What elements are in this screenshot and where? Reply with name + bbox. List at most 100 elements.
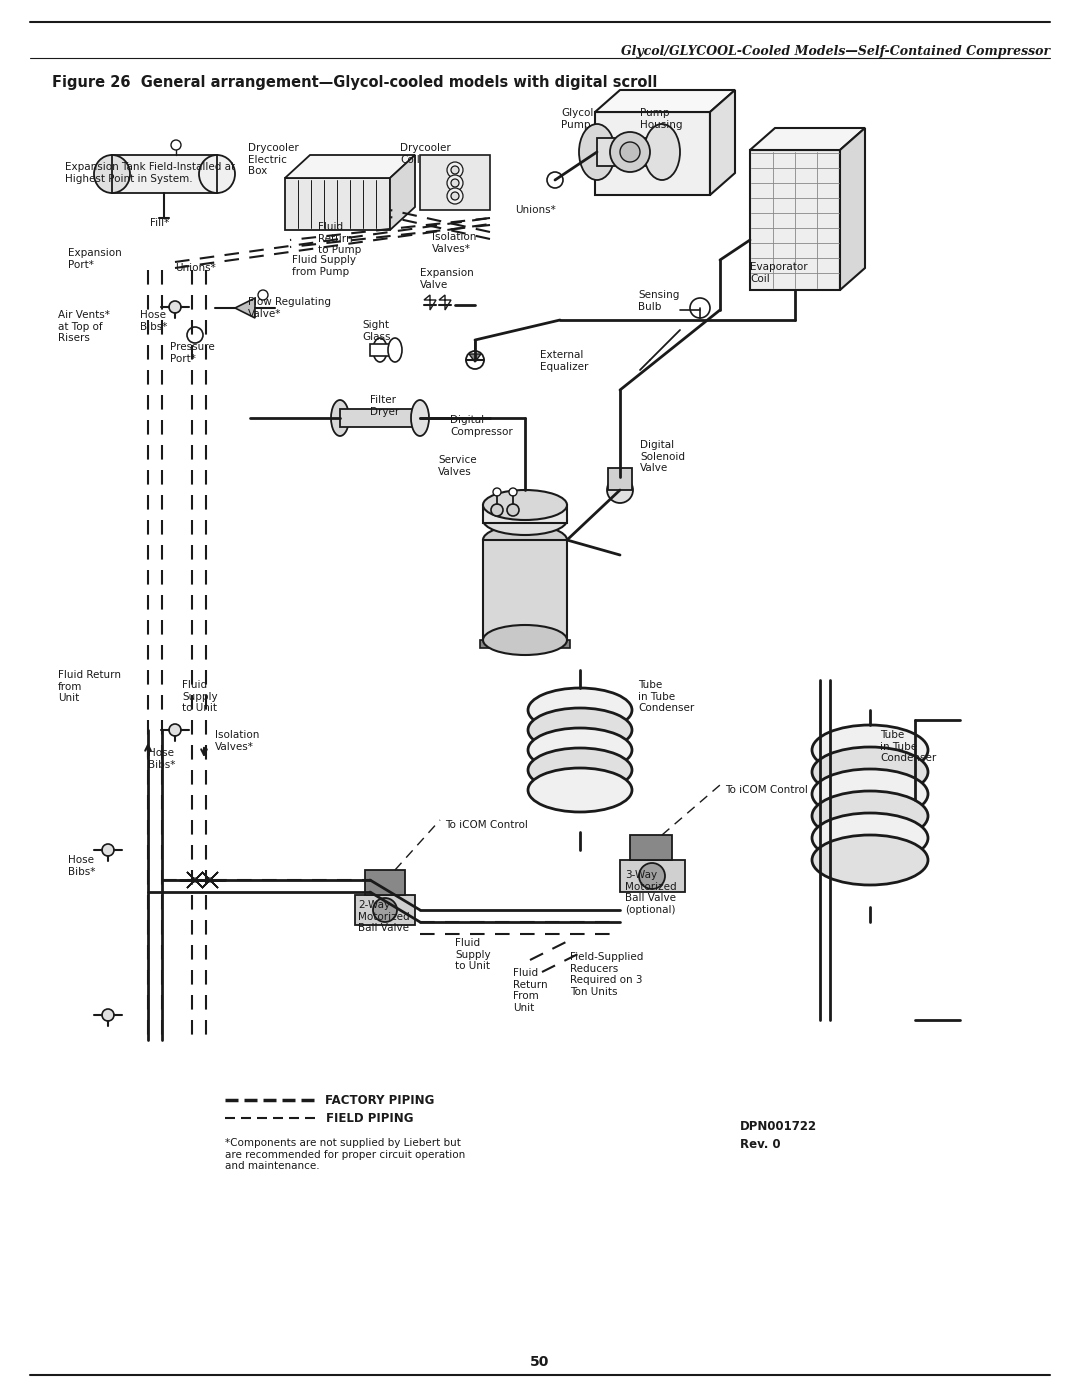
Polygon shape: [750, 129, 865, 149]
Text: 2-Way
Motorized
Ball Valve: 2-Way Motorized Ball Valve: [357, 900, 409, 933]
Ellipse shape: [528, 687, 632, 732]
Text: Isolation
Valves*: Isolation Valves*: [215, 731, 259, 752]
Ellipse shape: [483, 504, 567, 535]
Text: Evaporator
Coil: Evaporator Coil: [750, 263, 808, 284]
Circle shape: [607, 476, 633, 503]
Polygon shape: [285, 155, 415, 177]
Text: FIELD PIPING: FIELD PIPING: [326, 1112, 414, 1125]
Text: Hose
Bibs*: Hose Bibs*: [140, 310, 167, 331]
Text: Tube
in Tube
Condenser: Tube in Tube Condenser: [638, 680, 694, 714]
Bar: [608, 468, 632, 490]
Ellipse shape: [199, 155, 235, 193]
Ellipse shape: [411, 400, 429, 436]
Ellipse shape: [579, 124, 615, 180]
Text: Field-Supplied
Reducers
Required on 3
Ton Units: Field-Supplied Reducers Required on 3 To…: [570, 951, 644, 997]
Ellipse shape: [483, 490, 567, 520]
Text: Expansion
Valve: Expansion Valve: [420, 268, 474, 289]
Polygon shape: [285, 177, 390, 231]
Bar: [620, 861, 685, 893]
Ellipse shape: [528, 747, 632, 792]
Text: Rev. 0: Rev. 0: [740, 1139, 781, 1151]
Circle shape: [610, 131, 650, 172]
Ellipse shape: [812, 835, 928, 886]
Bar: [483, 504, 567, 522]
Circle shape: [451, 191, 459, 200]
Ellipse shape: [483, 624, 567, 655]
Polygon shape: [390, 155, 415, 231]
Ellipse shape: [812, 747, 928, 798]
Circle shape: [451, 166, 459, 175]
Ellipse shape: [528, 728, 632, 773]
Text: Glycol
Pump: Glycol Pump: [561, 108, 593, 130]
Text: To iCOM Control: To iCOM Control: [445, 820, 528, 830]
Polygon shape: [840, 129, 865, 291]
Text: Pump
Housing: Pump Housing: [640, 108, 683, 130]
Ellipse shape: [812, 768, 928, 819]
Text: FACTORY PIPING: FACTORY PIPING: [325, 1094, 434, 1106]
Circle shape: [447, 189, 463, 204]
Circle shape: [451, 179, 459, 187]
Polygon shape: [424, 295, 436, 310]
Text: Unions*: Unions*: [175, 263, 216, 272]
Polygon shape: [750, 149, 840, 291]
Text: Drycooler
Electric
Box: Drycooler Electric Box: [248, 142, 299, 176]
Polygon shape: [195, 872, 203, 888]
Circle shape: [465, 351, 484, 369]
Text: Expansion
Port*: Expansion Port*: [68, 249, 122, 270]
Circle shape: [102, 844, 114, 856]
Circle shape: [492, 488, 501, 496]
Circle shape: [373, 898, 397, 922]
Polygon shape: [710, 89, 735, 196]
Circle shape: [491, 504, 503, 515]
Text: Sensing
Bulb: Sensing Bulb: [638, 291, 679, 312]
Circle shape: [509, 488, 517, 496]
Text: Unions*: Unions*: [515, 205, 556, 215]
Text: Pressure
Port*: Pressure Port*: [170, 342, 215, 363]
Bar: [370, 344, 395, 356]
Text: Fluid Supply
from Pump: Fluid Supply from Pump: [292, 256, 356, 277]
Polygon shape: [187, 872, 195, 888]
Text: Filter
Dryer: Filter Dryer: [370, 395, 400, 416]
Text: Tube
in Tube
Condenser: Tube in Tube Condenser: [880, 731, 936, 763]
Text: Fluid Return
from
Unit: Fluid Return from Unit: [58, 671, 121, 703]
Ellipse shape: [94, 155, 130, 193]
Text: Air Vents*
at Top of
Risers: Air Vents* at Top of Risers: [58, 310, 110, 344]
Text: Sight
Glass: Sight Glass: [362, 320, 391, 342]
Text: To iCOM Control: To iCOM Control: [725, 785, 808, 795]
Text: Isolation
Valves*: Isolation Valves*: [432, 232, 476, 254]
Circle shape: [447, 162, 463, 177]
Text: Hose
Bibs*: Hose Bibs*: [148, 747, 175, 770]
Bar: [597, 138, 662, 166]
Text: Fill*: Fill*: [150, 218, 170, 228]
Bar: [112, 155, 217, 193]
Bar: [483, 541, 567, 640]
Ellipse shape: [644, 124, 680, 180]
Circle shape: [168, 724, 181, 736]
Polygon shape: [438, 295, 451, 310]
Text: External
Equalizer: External Equalizer: [540, 351, 589, 372]
Ellipse shape: [812, 791, 928, 841]
Circle shape: [258, 291, 268, 300]
Ellipse shape: [388, 338, 402, 362]
Text: Figure 26  General arrangement—Glycol-cooled models with digital scroll: Figure 26 General arrangement—Glycol-coo…: [52, 75, 658, 89]
Text: Fluid
Supply
to Unit: Fluid Supply to Unit: [455, 937, 490, 971]
Circle shape: [639, 863, 665, 888]
Polygon shape: [202, 872, 210, 888]
Circle shape: [447, 175, 463, 191]
Text: 3-Way
Motorized
Ball Valve
(optional): 3-Way Motorized Ball Valve (optional): [625, 870, 677, 915]
Text: 50: 50: [530, 1355, 550, 1369]
Polygon shape: [210, 872, 218, 888]
Ellipse shape: [330, 400, 349, 436]
Text: DPN001722: DPN001722: [740, 1120, 818, 1133]
Text: Flow Regulating
Valve*: Flow Regulating Valve*: [248, 298, 330, 319]
Text: Digital
Solenoid
Valve: Digital Solenoid Valve: [640, 440, 685, 474]
Bar: [365, 870, 405, 895]
Ellipse shape: [528, 708, 632, 752]
Text: Drycooler
Coil: Drycooler Coil: [400, 142, 450, 165]
Circle shape: [208, 877, 212, 882]
Circle shape: [193, 877, 197, 882]
Text: Glycol/GLYCOOL-Cooled Models—Self-Contained Compressor: Glycol/GLYCOOL-Cooled Models—Self-Contai…: [621, 45, 1050, 59]
Ellipse shape: [528, 768, 632, 812]
Polygon shape: [235, 298, 255, 319]
Bar: [340, 409, 420, 427]
